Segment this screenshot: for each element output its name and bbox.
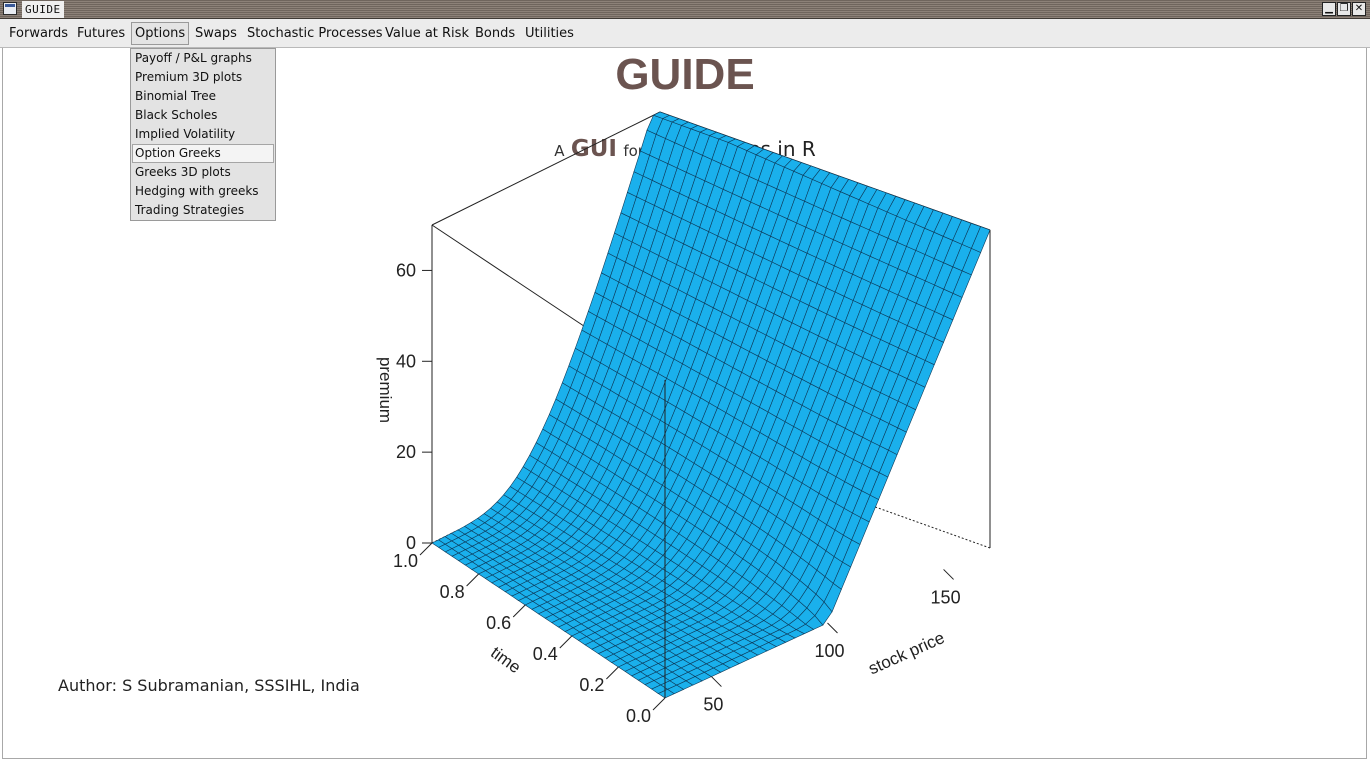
menu-bar: Forwards Futures Options Swaps Stochasti… (0, 19, 1370, 48)
surface-facet (971, 226, 991, 253)
restore-button[interactable]: ❐ (1337, 2, 1351, 16)
time-tick (419, 542, 433, 556)
stock-tick-label: 100 (814, 641, 844, 661)
time-tick-label: 1.0 (393, 551, 418, 571)
menu-options[interactable]: Options (131, 22, 190, 45)
box-edge (431, 111, 661, 226)
menu-item-trading-strategies[interactable]: Trading Strategies (135, 203, 245, 217)
z-tick-label: 60 (396, 260, 416, 280)
stock-axis-label: stock price (866, 628, 948, 678)
time-tick (512, 604, 526, 618)
z-tick-label: 40 (396, 351, 416, 371)
subtitle-a: A (554, 142, 565, 160)
menu-value-at-risk[interactable]: Value at Risk (385, 26, 469, 41)
menu-item-hedging-with-greeks[interactable]: Hedging with greeks (135, 184, 259, 198)
stock-tick (943, 569, 954, 580)
menu-swaps[interactable]: Swaps (195, 26, 237, 41)
menu-item-option-greeks[interactable]: Option Greeks (132, 144, 274, 163)
time-tick-label: 0.6 (486, 613, 511, 633)
subtitle-gui: GUI (570, 136, 617, 162)
minimize-button[interactable]: ▁ (1322, 2, 1336, 16)
options-dropdown-menu: Payoff / P&L graphs Premium 3D plots Bin… (130, 48, 276, 221)
time-tick-label: 0.4 (533, 644, 558, 664)
z-tick-label: 0 (406, 533, 416, 553)
menu-item-implied-volatility[interactable]: Implied Volatility (135, 127, 236, 141)
menu-item-premium-3d-plots[interactable]: Premium 3D plots (135, 70, 243, 84)
close-button[interactable]: ✕ (1352, 2, 1366, 16)
author-credit: Author: S Subramanian, SSSIHL, India (58, 676, 360, 695)
menu-forwards[interactable]: Forwards (9, 26, 69, 41)
title-bar: GUIDE ▁ ❐ ✕ (0, 0, 1370, 19)
stock-tick-label: 50 (703, 695, 723, 715)
time-tick-label: 0.0 (626, 706, 651, 726)
page-title: GUIDE (615, 50, 755, 99)
menu-bonds[interactable]: Bonds (475, 26, 516, 41)
time-axis-label: time (487, 643, 524, 677)
menu-utilities[interactable]: Utilities (525, 26, 574, 41)
time-tick-label: 0.8 (440, 582, 465, 602)
stock-tick (827, 622, 838, 634)
z-tick-label: 20 (396, 442, 416, 462)
stock-tick (711, 676, 722, 687)
window-title: GUIDE (22, 1, 64, 18)
menu-item-payoff-graphs[interactable]: Payoff / P&L graphs (135, 51, 252, 65)
time-tick (466, 573, 479, 587)
app-icon (3, 2, 17, 15)
time-tick (652, 697, 666, 711)
time-tick-label: 0.2 (579, 675, 604, 695)
z-axis-label: premium (376, 357, 395, 423)
time-tick (559, 635, 573, 649)
menu-futures[interactable]: Futures (77, 26, 126, 41)
menu-item-greeks-3d-plots[interactable]: Greeks 3D plots (135, 165, 231, 179)
menu-item-black-scholes[interactable]: Black Scholes (135, 108, 218, 122)
menu-item-binomial-tree[interactable]: Binomial Tree (135, 89, 217, 103)
stock-tick-label: 150 (931, 587, 961, 607)
time-tick (606, 666, 619, 680)
menu-stochastic-processes[interactable]: Stochastic Processes (247, 26, 383, 41)
